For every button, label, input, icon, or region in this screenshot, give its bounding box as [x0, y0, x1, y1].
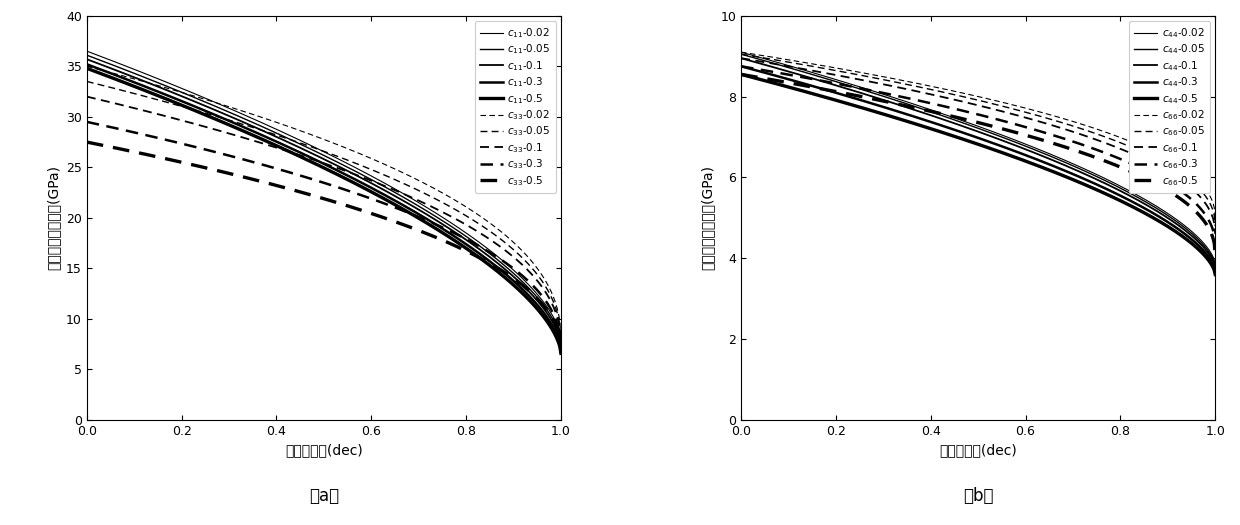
X-axis label: 干酪根含量(dec): 干酪根含量(dec) — [939, 444, 1017, 457]
Legend: $c_{44}$-0.02, $c_{44}$-0.05, $c_{44}$-0.1, $c_{44}$-0.3, $c_{44}$-0.5, $c_{66}$: $c_{44}$-0.02, $c_{44}$-0.05, $c_{44}$-0… — [1130, 21, 1210, 193]
Text: （b）: （b） — [963, 487, 993, 505]
Text: （a）: （a） — [309, 487, 339, 505]
Y-axis label: 纵波等效刚度系数(GPa): 纵波等效刚度系数(GPa) — [47, 165, 61, 270]
Legend: $c_{11}$-0.02, $c_{11}$-0.05, $c_{11}$-0.1, $c_{11}$-0.3, $c_{11}$-0.5, $c_{33}$: $c_{11}$-0.02, $c_{11}$-0.05, $c_{11}$-0… — [475, 21, 556, 193]
X-axis label: 干酪根含量(dec): 干酪根含量(dec) — [285, 444, 363, 457]
Y-axis label: 横波等效刚度系数(GPa): 横波等效刚度系数(GPa) — [701, 165, 714, 270]
